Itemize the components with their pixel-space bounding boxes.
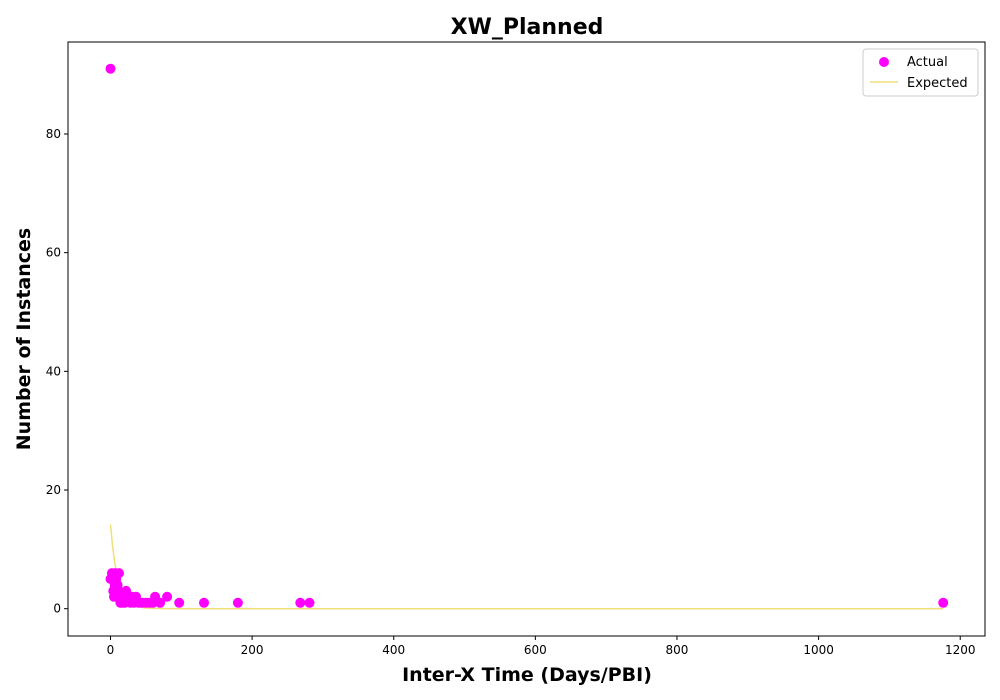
data-point (232, 597, 243, 608)
data-point (174, 597, 185, 608)
x-tick-label: 600 (524, 643, 547, 657)
x-axis-label: Inter-X Time (Days/PBI) (402, 664, 652, 686)
x-tick-label: 0 (107, 643, 115, 657)
legend-actual-marker (879, 57, 889, 67)
legend-frame (862, 48, 979, 97)
x-tick-label: 200 (241, 643, 264, 657)
y-tick-label: 60 (46, 246, 61, 260)
y-tick-label: 0 (53, 602, 61, 616)
data-point (304, 597, 315, 608)
y-tick-label: 20 (46, 483, 61, 497)
y-tick-label: 80 (46, 127, 61, 141)
legend-actual-label: Actual (907, 55, 948, 70)
x-tick-label: 800 (666, 643, 689, 657)
x-tick-label: 1200 (945, 643, 976, 657)
data-point (162, 591, 173, 602)
legend: Actual Expected (862, 48, 979, 97)
data-point (155, 597, 166, 608)
data-point (114, 568, 124, 579)
plot-area: 0 200 400 600 800 1000 1200 0 20 40 60 80 (46, 41, 986, 657)
chart-title: XW_Planned (451, 15, 604, 40)
x-tick-label: 1000 (803, 643, 834, 657)
legend-expected-label: Expected (907, 76, 968, 91)
x-tick-label: 400 (382, 643, 405, 657)
y-axis-label: Number of Instances (13, 228, 35, 450)
expected-line (109, 524, 944, 610)
y-tick-label: 40 (46, 364, 61, 378)
data-point (199, 597, 209, 608)
data-point (295, 597, 306, 608)
data-point (105, 63, 116, 74)
data-point (938, 597, 949, 608)
axes-frame (67, 41, 986, 637)
